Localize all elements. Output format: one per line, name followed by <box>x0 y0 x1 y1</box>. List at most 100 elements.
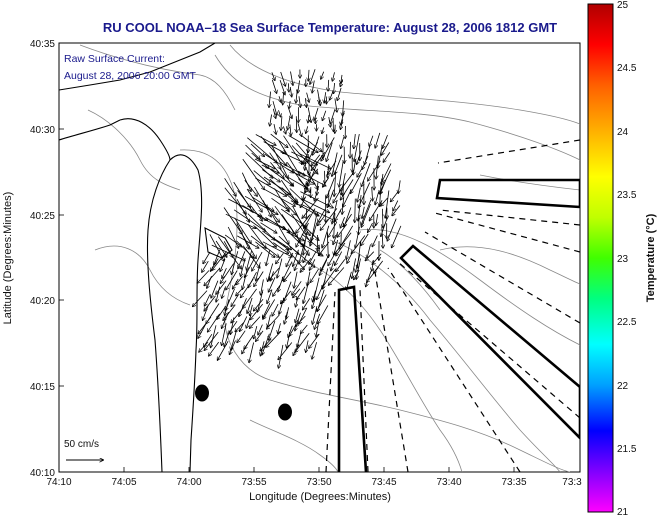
current-vector <box>320 208 338 230</box>
current-vector <box>193 290 208 307</box>
current-vector <box>310 259 316 270</box>
current-vector <box>276 252 284 263</box>
current-vector <box>242 158 264 189</box>
current-vector <box>247 297 253 313</box>
current-vector <box>312 306 318 324</box>
current-vector <box>300 257 312 272</box>
current-vector <box>334 239 338 255</box>
dashed-line <box>325 291 336 472</box>
current-vector <box>312 342 317 359</box>
current-vector <box>243 288 257 308</box>
current-vector <box>247 250 252 270</box>
current-vector <box>224 178 236 196</box>
current-vector <box>254 326 258 338</box>
current-vector <box>261 169 280 182</box>
current-vector <box>260 222 277 233</box>
current-vector <box>236 276 243 284</box>
current-vector <box>356 258 361 279</box>
contour-line <box>229 44 580 125</box>
current-vector <box>277 258 283 278</box>
current-vector <box>372 186 373 201</box>
colorbar-tick-label: 22.5 <box>617 317 637 328</box>
current-vector <box>217 236 241 269</box>
current-vector <box>351 235 366 254</box>
current-vector <box>231 329 237 350</box>
current-vector <box>220 258 226 271</box>
current-vector <box>256 262 261 280</box>
current-vector <box>239 298 247 316</box>
current-vector <box>288 135 318 153</box>
current-vector <box>217 305 227 319</box>
current-vector <box>305 98 306 107</box>
current-vector <box>340 217 345 228</box>
current-vector <box>358 195 362 220</box>
current-vector <box>298 80 300 92</box>
current-vector <box>240 316 248 331</box>
current-vector <box>254 298 264 311</box>
current-vector <box>271 214 289 244</box>
coast-segment <box>59 119 121 141</box>
current-vector <box>246 188 262 212</box>
current-vector <box>283 135 303 164</box>
current-vector <box>347 250 354 264</box>
current-vector <box>271 79 276 93</box>
current-vector <box>293 344 300 355</box>
current-vector <box>357 164 365 177</box>
current-vector <box>336 259 346 271</box>
current-vector <box>297 123 302 136</box>
current-vector <box>361 203 371 227</box>
current-vector <box>334 98 337 112</box>
current-vector <box>334 171 336 196</box>
current-vector <box>250 316 261 329</box>
coast-segment <box>59 43 216 91</box>
current-vector <box>387 218 397 241</box>
y-tick-label: 40:10 <box>30 468 55 479</box>
current-vector <box>289 100 290 108</box>
current-vector <box>263 231 289 250</box>
contour-line <box>359 228 580 346</box>
current-vector <box>232 251 239 274</box>
colorbar-tick-label: 23 <box>617 254 629 265</box>
current-vector <box>308 141 318 162</box>
current-vector <box>290 200 319 216</box>
x-tick-labels: 74:10 74:05 74:00 73:55 73:50 73:45 73:4… <box>46 477 582 488</box>
current-vector <box>327 177 335 198</box>
current-vector <box>224 234 242 247</box>
y-tick-label: 40:25 <box>30 211 55 222</box>
x-tick-label: 74:00 <box>176 477 201 488</box>
current-vector <box>242 245 260 268</box>
current-vector <box>295 312 301 331</box>
colorbar-tick-label: 22 <box>617 381 629 392</box>
current-vector <box>263 141 286 154</box>
current-vector <box>249 342 254 363</box>
current-vector <box>222 312 229 328</box>
current-vector <box>254 158 275 169</box>
current-vector <box>328 221 338 237</box>
map-title: RU COOL NOAA–18 Sea Surface Temperature:… <box>102 20 558 35</box>
current-vector <box>367 267 379 283</box>
current-vector <box>279 110 281 116</box>
colorbar-tick-label: 24.5 <box>617 63 637 74</box>
current-vector <box>271 72 275 80</box>
current-vector <box>303 182 307 200</box>
current-vector <box>317 280 326 299</box>
current-vector <box>273 242 288 254</box>
current-vector <box>216 286 221 302</box>
current-vector <box>299 221 319 240</box>
current-vector <box>341 74 342 83</box>
current-vector <box>280 179 296 201</box>
current-vector <box>310 268 319 282</box>
current-vector <box>224 334 229 347</box>
current-vector <box>333 231 339 245</box>
current-vector <box>215 240 227 257</box>
current-vector <box>283 92 284 104</box>
current-vector <box>273 285 281 296</box>
current-vector <box>322 110 327 121</box>
y-axis-label: Latitude (Degrees:Minutes) <box>2 192 14 325</box>
current-vector <box>266 249 271 265</box>
current-vector <box>299 240 306 263</box>
current-vector <box>329 117 331 127</box>
current-vector <box>264 204 279 222</box>
current-vector <box>357 187 361 202</box>
current-vector <box>237 235 258 248</box>
